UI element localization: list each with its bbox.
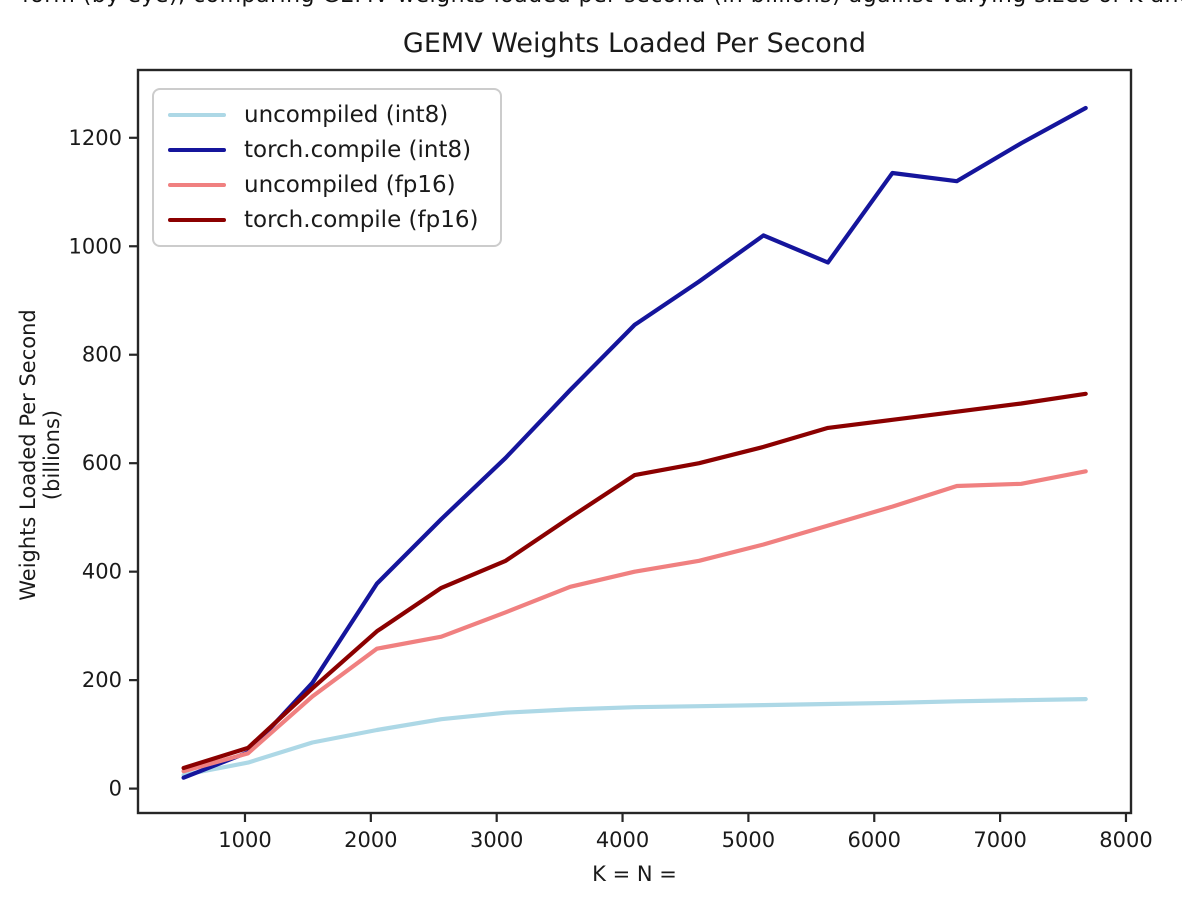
series-line-torch-compile-int8 <box>181 105 1088 780</box>
legend-swatch-torch-compile-int8 <box>168 147 226 153</box>
axes-frame <box>136 68 1133 815</box>
legend-item-torch-compile-int8: torch.compile (int8) <box>168 137 478 163</box>
x-axis-label: K = N = <box>592 862 677 886</box>
x-tick-label: 3000 <box>470 828 523 852</box>
y-tick-label: 1200 <box>69 126 122 150</box>
legend-item-uncompiled-int8: uncompiled (int8) <box>168 102 478 128</box>
cropped-text-line: form (by eye), comparing GEMV weights lo… <box>22 0 1182 10</box>
x-tick-label: 4000 <box>596 828 649 852</box>
legend-label-torch-compile-fp16: torch.compile (fp16) <box>244 207 479 233</box>
x-tick-label: 1000 <box>218 828 271 852</box>
x-tick-label: 8000 <box>1099 828 1152 852</box>
legend-item-uncompiled-fp16: uncompiled (fp16) <box>168 172 478 198</box>
legend-swatch-torch-compile-fp16 <box>168 217 226 223</box>
x-tick-label: 6000 <box>848 828 901 852</box>
y-tick-label: 1000 <box>69 234 122 258</box>
series-line-torch-compile-fp16 <box>181 391 1088 771</box>
legend-item-torch-compile-fp16: torch.compile (fp16) <box>168 207 478 233</box>
legend-label-uncompiled-fp16: uncompiled (fp16) <box>244 172 456 198</box>
x-tick-label: 7000 <box>973 828 1026 852</box>
y-tick-label: 600 <box>82 451 122 475</box>
chart-title: GEMV Weights Loaded Per Second <box>402 28 867 59</box>
x-tick-label: 5000 <box>722 828 775 852</box>
cropped-text-content: form (by eye), comparing GEMV weights lo… <box>22 0 1182 9</box>
y-tick-label: 800 <box>82 343 122 367</box>
legend-swatch-uncompiled-int8 <box>168 112 226 118</box>
legend-swatch-uncompiled-fp16 <box>168 182 226 188</box>
y-tick-label: 200 <box>82 668 122 692</box>
x-tick-label: 2000 <box>344 828 397 852</box>
legend: uncompiled (int8) torch.compile (int8) unc… <box>152 88 503 247</box>
y-tick-label: 400 <box>82 560 122 584</box>
series-line-uncompiled-fp16 <box>181 469 1088 774</box>
legend-label-torch-compile-int8: torch.compile (int8) <box>244 137 472 163</box>
series-line-uncompiled-int8 <box>181 696 1088 778</box>
y-tick-label: 0 <box>109 777 122 801</box>
legend-label-uncompiled-int8: uncompiled (int8) <box>244 102 449 128</box>
y-axis-label: Weights Loaded Per Second (billions) <box>16 309 64 601</box>
